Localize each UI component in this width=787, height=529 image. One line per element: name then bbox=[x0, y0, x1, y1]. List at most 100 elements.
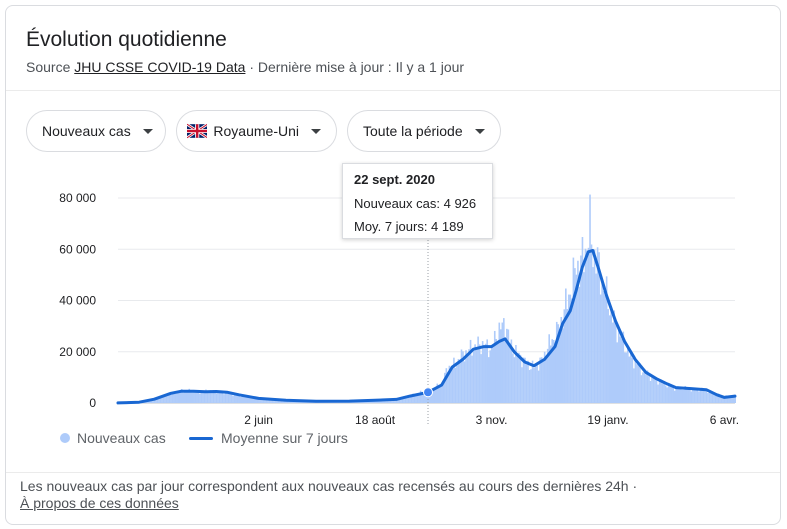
daily-case-bar bbox=[255, 397, 257, 403]
daily-case-bar bbox=[577, 260, 579, 403]
daily-case-bar bbox=[726, 396, 729, 403]
daily-case-bar bbox=[168, 394, 171, 403]
daily-case-bar bbox=[628, 356, 631, 403]
daily-case-bar bbox=[165, 396, 168, 403]
daily-case-bar bbox=[729, 395, 732, 403]
daily-case-bar bbox=[690, 391, 693, 403]
legend-item-line: Moyenne sur 7 jours bbox=[189, 430, 348, 446]
daily-case-bar bbox=[681, 389, 684, 403]
daily-case-bar bbox=[202, 391, 204, 403]
tooltip-average: Moy. 7 jours: 4 189 bbox=[354, 219, 464, 234]
daily-case-bar bbox=[419, 390, 422, 403]
daily-case-bar bbox=[696, 388, 699, 403]
daily-case-bar bbox=[280, 400, 283, 403]
daily-case-bar bbox=[273, 400, 275, 403]
daily-case-bar bbox=[731, 396, 733, 403]
uk-flag-icon bbox=[187, 123, 208, 139]
daily-case-bar bbox=[465, 350, 467, 403]
daily-case-bar bbox=[722, 396, 724, 403]
daily-case-bar bbox=[717, 393, 720, 403]
country-dropdown[interactable]: Royaume-Uni bbox=[176, 110, 337, 152]
legend-swatch-line bbox=[189, 436, 213, 440]
daily-case-bar bbox=[684, 385, 687, 403]
metric-dropdown[interactable]: Nouveaux cas bbox=[26, 110, 166, 152]
chevron-down-icon bbox=[311, 128, 321, 134]
daily-case-bar bbox=[540, 357, 543, 403]
daily-case-bar bbox=[173, 393, 175, 403]
daily-case-bar bbox=[233, 393, 236, 403]
daily-case-bar bbox=[403, 396, 405, 403]
daily-case-bar bbox=[188, 388, 191, 403]
daily-case-bar bbox=[698, 391, 700, 403]
daily-case-bar bbox=[725, 395, 727, 403]
daily-case-bar bbox=[676, 386, 679, 403]
daily-case-bar bbox=[442, 383, 445, 403]
daily-case-bar bbox=[669, 386, 671, 403]
tooltip-date: 22 sept. 2020 bbox=[354, 172, 435, 187]
daily-case-bar bbox=[150, 399, 153, 403]
daily-case-bar bbox=[265, 399, 268, 403]
daily-case-bar bbox=[453, 357, 455, 403]
daily-case-bar bbox=[474, 344, 476, 403]
y-tick-label: 0 bbox=[89, 396, 96, 410]
daily-case-bar bbox=[230, 394, 233, 403]
daily-case-bar bbox=[518, 352, 520, 403]
daily-case-bar bbox=[206, 392, 209, 403]
daily-case-bar bbox=[472, 351, 475, 403]
daily-case-bar bbox=[633, 368, 635, 403]
daily-case-bar bbox=[418, 394, 420, 403]
daily-case-bar bbox=[394, 399, 396, 403]
daily-case-bar bbox=[531, 360, 534, 403]
daily-case-bar bbox=[409, 396, 411, 403]
daily-case-bar bbox=[245, 396, 248, 403]
daily-case-bar bbox=[421, 392, 423, 403]
daily-case-bar bbox=[274, 399, 277, 403]
daily-case-bar bbox=[221, 390, 224, 403]
daily-case-bar bbox=[498, 322, 501, 403]
daily-case-bar bbox=[693, 387, 696, 403]
daily-case-bar bbox=[661, 383, 664, 403]
daily-case-bar bbox=[383, 399, 386, 403]
daily-case-bar bbox=[267, 398, 269, 403]
daily-case-bar bbox=[704, 390, 706, 403]
daily-case-bar bbox=[197, 390, 200, 403]
daily-case-bar bbox=[631, 357, 634, 403]
daily-case-bar bbox=[527, 360, 529, 403]
daily-case-bar bbox=[587, 247, 590, 403]
daily-case-bar bbox=[422, 392, 425, 403]
daily-case-bar bbox=[630, 350, 632, 403]
source-line: Source JHU CSSE COVID-19 Data · Dernière… bbox=[26, 59, 464, 75]
daily-case-bar bbox=[622, 331, 625, 403]
daily-case-bar bbox=[493, 330, 496, 403]
daily-case-bar bbox=[624, 352, 626, 403]
daily-case-bar bbox=[543, 351, 546, 403]
about-data-link[interactable]: À propos de ces données bbox=[20, 495, 179, 511]
daily-case-bar bbox=[589, 194, 591, 403]
daily-case-bar bbox=[575, 274, 578, 403]
daily-case-bar bbox=[555, 321, 558, 403]
daily-case-bar bbox=[713, 393, 715, 403]
daily-case-bar bbox=[490, 345, 493, 403]
footer-text: Les nouveaux cas par jour correspondent … bbox=[20, 478, 638, 494]
daily-case-bar bbox=[652, 377, 655, 403]
daily-case-bar bbox=[264, 399, 266, 403]
period-dropdown[interactable]: Toute la période bbox=[347, 110, 501, 152]
daily-case-bar bbox=[208, 392, 210, 403]
daily-case-bar bbox=[270, 399, 272, 403]
daily-case-bar bbox=[171, 391, 174, 403]
daily-case-bar bbox=[581, 237, 584, 403]
daily-case-bar bbox=[569, 294, 572, 403]
daily-case-bar bbox=[205, 389, 207, 403]
daily-case-bar bbox=[447, 372, 449, 403]
daily-case-bar bbox=[242, 395, 245, 403]
daily-case-bar bbox=[595, 273, 597, 403]
daily-case-bar bbox=[199, 393, 201, 403]
daily-case-bar bbox=[557, 324, 560, 403]
daily-case-bar bbox=[522, 357, 525, 403]
daily-case-bar bbox=[552, 340, 555, 403]
daily-case-bar bbox=[469, 339, 472, 403]
source-link[interactable]: JHU CSSE COVID-19 Data bbox=[74, 59, 246, 75]
daily-case-bar bbox=[232, 395, 234, 403]
daily-case-bar bbox=[639, 363, 641, 403]
